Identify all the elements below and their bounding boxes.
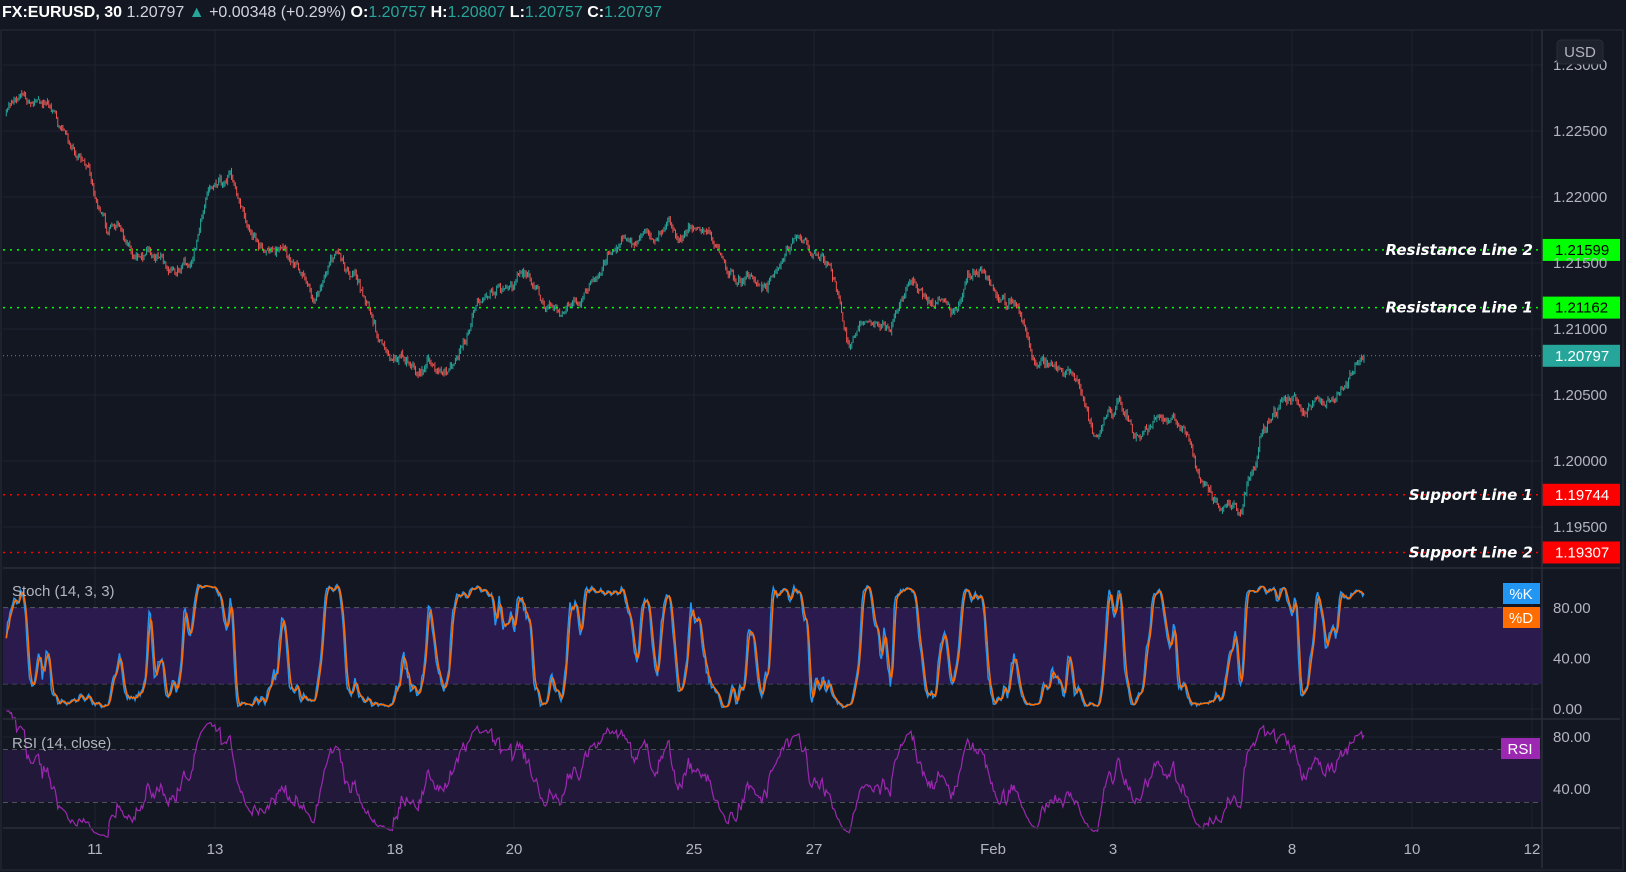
close-label: C: xyxy=(587,4,605,21)
high-value: 1.20807 xyxy=(447,4,506,21)
x-tick-label: 13 xyxy=(207,841,224,858)
up-triangle-icon: ▲ xyxy=(188,4,205,21)
current-price-label: 1.20797 xyxy=(1555,348,1609,365)
rsi-band xyxy=(3,750,1542,802)
stoch-d-legend: %D xyxy=(1503,607,1540,628)
horizontal-lines[interactable]: 1.20797 Resistance Line 2 1.21599 Resistanc… xyxy=(3,238,1620,564)
stoch-k-line xyxy=(5,583,1365,709)
rsi-pane xyxy=(6,710,1365,838)
x-tick-label: 27 xyxy=(806,841,823,858)
resistance-line-label: Resistance Line 2 xyxy=(1386,241,1533,259)
rsi-legend: RSI xyxy=(1501,738,1540,759)
stoch-d-label: %D xyxy=(1509,610,1533,627)
stoch-k-label: %K xyxy=(1509,586,1532,603)
usd-button-label: USD xyxy=(1564,44,1596,61)
rsi-line xyxy=(6,710,1365,838)
y-tick-label: 1.21000 xyxy=(1553,321,1607,338)
x-tick-label: 12 xyxy=(1524,841,1541,858)
chart-border xyxy=(0,29,1624,871)
x-tick-label: 11 xyxy=(87,841,103,858)
stoch-tick-label: 0.00 xyxy=(1553,701,1582,718)
resistance-price-label: 1.21162 xyxy=(1555,300,1608,317)
y-tick-label: 1.21500 xyxy=(1553,255,1607,272)
symbol-header: FX:EURUSD, 30 1.20797 ▲ +0.00348 (+0.29%… xyxy=(2,4,662,22)
stoch-pane xyxy=(5,583,1365,709)
support-price-label: 1.19307 xyxy=(1555,544,1609,561)
rsi-tick-label: 40.00 xyxy=(1553,781,1591,798)
symbol-label[interactable]: FX:EURUSD, 30 xyxy=(2,4,123,21)
x-tick-label: 10 xyxy=(1404,841,1421,858)
x-tick-label: 18 xyxy=(387,841,404,858)
y-tick-label: 1.22500 xyxy=(1553,123,1607,140)
current-price-box xyxy=(1542,344,1620,367)
y-tick-label: 1.19500 xyxy=(1553,519,1607,536)
rsi-tick-label: 80.00 xyxy=(1553,729,1591,746)
stoch-k-legend: %K xyxy=(1503,583,1540,604)
high-label: H: xyxy=(430,4,448,21)
x-tick-label: 25 xyxy=(686,841,703,858)
x-tick-label: 3 xyxy=(1109,841,1117,858)
stoch-tick-label: 80.00 xyxy=(1553,600,1591,617)
usd-button[interactable]: USD xyxy=(1556,39,1604,65)
y-tick-label: 1.22000 xyxy=(1553,189,1607,206)
resistance-price-box xyxy=(1542,238,1620,261)
support-price-box xyxy=(1542,483,1620,506)
resistance-line-label: Resistance Line 1 xyxy=(1386,299,1533,317)
candles xyxy=(5,90,1365,517)
stoch-tick-label: 40.00 xyxy=(1553,651,1591,668)
last-price: 1.20797 xyxy=(126,4,185,21)
y-tick-label: 1.20500 xyxy=(1553,387,1607,404)
open-label: O: xyxy=(350,4,369,21)
rsi-title: RSI (14, close) xyxy=(12,735,111,752)
support-price-label: 1.19744 xyxy=(1555,487,1609,504)
stoch-title: Stoch (14, 3, 3) xyxy=(12,583,115,600)
low-label: L: xyxy=(509,4,525,21)
price-change: +0.00348 (+0.29%) xyxy=(209,4,347,21)
axes: 11 13 18 20 25 27 Feb 3 8 10 121.230001.225001.220… xyxy=(0,29,1624,871)
rsi-label: RSI xyxy=(1507,741,1532,758)
grid xyxy=(3,30,1542,828)
y-tick-label: 1.20000 xyxy=(1553,453,1607,470)
open-value: 1.20757 xyxy=(368,4,427,21)
low-value: 1.20757 xyxy=(524,4,583,21)
support-line-label: Support Line 1 xyxy=(1409,486,1533,504)
support-line-label: Support Line 2 xyxy=(1409,543,1533,561)
resistance-price-label: 1.21599 xyxy=(1555,242,1609,259)
stoch-d-line xyxy=(5,584,1365,708)
resistance-price-box xyxy=(1542,296,1620,319)
x-tick-label: 20 xyxy=(506,841,523,858)
support-price-box xyxy=(1542,541,1620,564)
close-value: 1.20797 xyxy=(604,4,662,21)
x-tick-label: Feb xyxy=(980,841,1006,858)
x-tick-label: 8 xyxy=(1288,841,1296,858)
